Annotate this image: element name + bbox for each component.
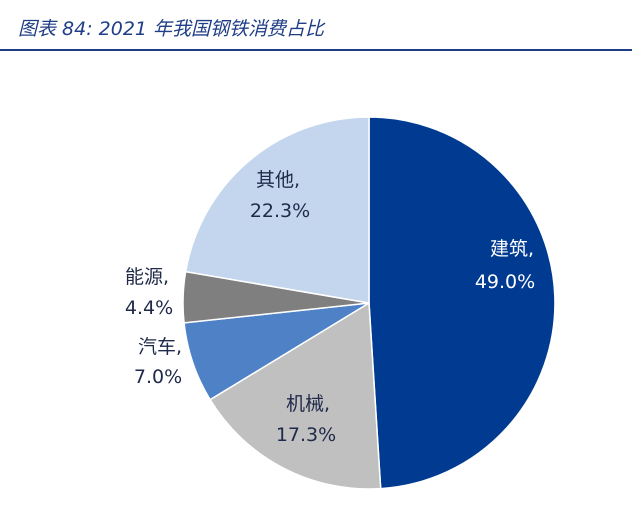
slice-label-name-1: 建筑, (490, 238, 534, 260)
pie-slice-2 (209, 301, 382, 490)
pie-slice-1 (368, 116, 556, 490)
slice-label-value-3: 7.0% (134, 366, 182, 388)
slice-label-name-5: 其他, (256, 169, 300, 191)
slice-label-value-5: 22.3% (250, 200, 310, 222)
slice-label-value-4: 4.4% (125, 297, 173, 319)
title-underline (0, 49, 632, 51)
pie-labels: 建筑, 49.0% 机械, 17.3% 汽车, 7.0% 能源, 4.4% 其他, 22.3% (125, 169, 535, 446)
chart-header: 图表 84: 2021 年我国钢铁消费占比 (0, 0, 632, 52)
chart-title: 图表 84: 2021 年我国钢铁消费占比 (18, 18, 325, 40)
slice-label-name-3: 汽车, (138, 336, 182, 358)
pie-slice-5 (184, 116, 370, 304)
slice-label-value-2: 17.3% (276, 424, 336, 446)
pie-slices (182, 116, 556, 490)
slice-label-value-1: 49.0% (475, 271, 535, 293)
slice-label-name-4: 能源, (125, 266, 169, 288)
slice-label-name-2: 机械, (286, 393, 330, 415)
